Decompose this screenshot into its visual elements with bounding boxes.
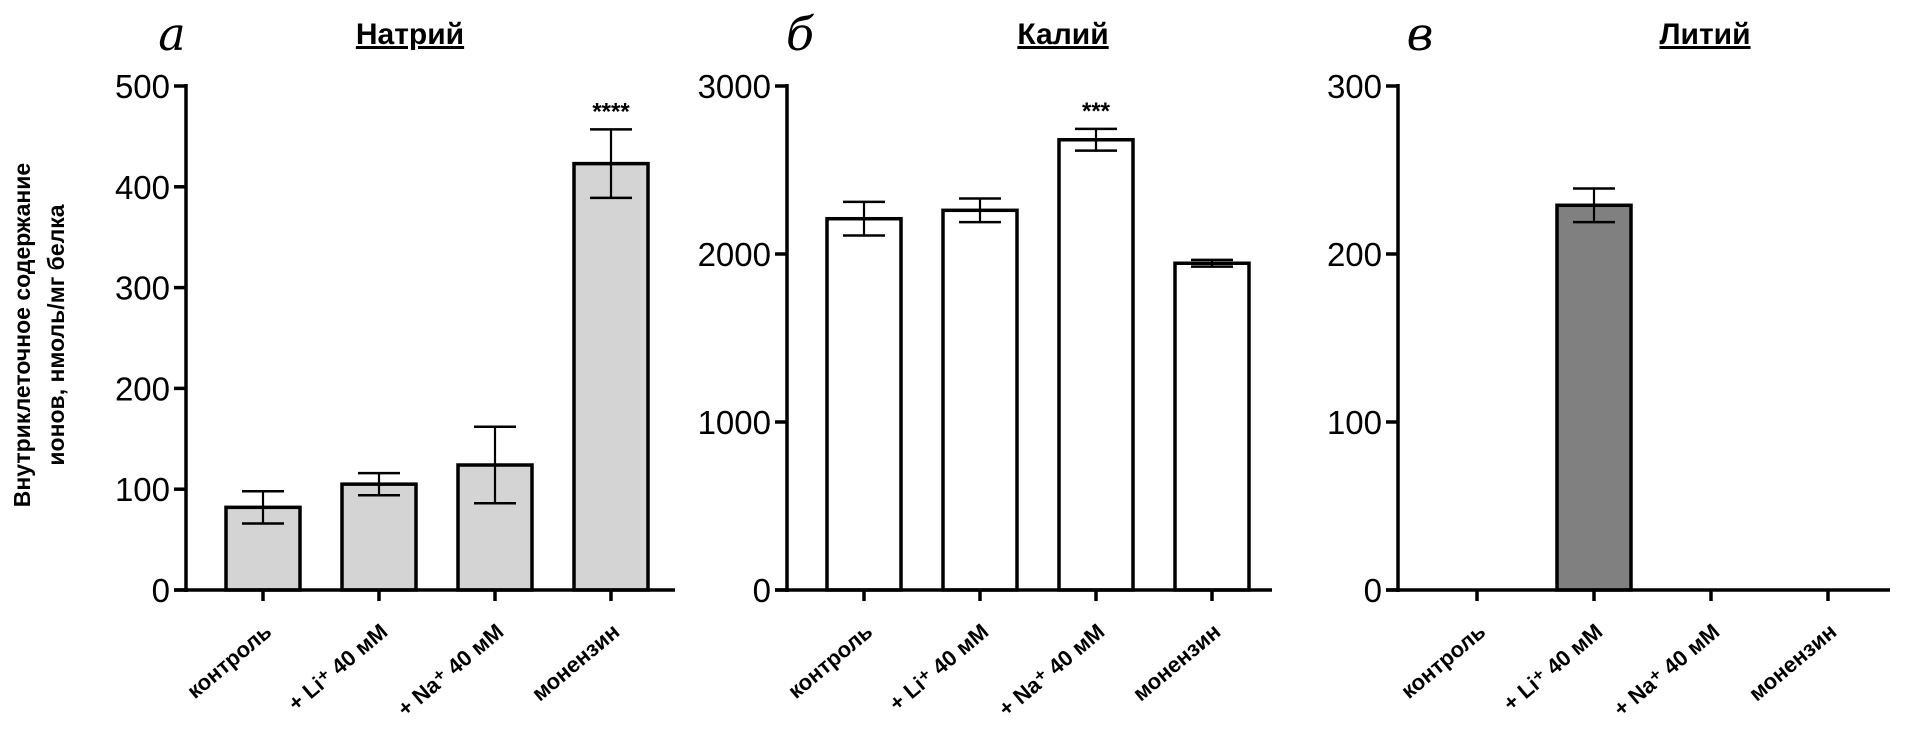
panel-title: Литий — [1659, 18, 1750, 51]
bar — [1555, 203, 1633, 592]
panel-title: Калий — [1017, 18, 1108, 51]
significance-label: **** — [592, 98, 630, 125]
y-tick-label: 0 — [152, 572, 170, 609]
panel-1: а Натрий контроль + Li⁺ 40 мМ + Na⁺ 40 мМ ***… — [115, 7, 675, 721]
y-tick-label: 1000 — [698, 404, 771, 441]
panel-title: Натрий — [356, 18, 464, 51]
y-tick-label: 300 — [1327, 68, 1382, 105]
y-tick-label: 200 — [115, 370, 170, 407]
x-tick-label: + Li⁺ 40 мМ — [283, 619, 392, 716]
bar — [1057, 138, 1135, 592]
bar — [340, 482, 418, 592]
x-tick-label: + Li⁺ 40 мМ — [1498, 619, 1607, 716]
x-tick-label: + Na⁺ 40 мМ — [994, 619, 1110, 722]
y-axis-label-line2: ионов, нмоль/мг белка — [43, 204, 69, 465]
y-tick-label: 100 — [115, 471, 170, 508]
y-axis-label-line1: Внутриклеточное содержание — [9, 163, 35, 507]
bar — [941, 208, 1019, 592]
y-tick-label: 0 — [753, 572, 771, 609]
y-tick-label: 0 — [1364, 572, 1382, 609]
bar — [825, 216, 903, 592]
bar — [572, 161, 650, 592]
x-tick-label: контроль — [1396, 619, 1490, 704]
x-tick-label: + Li⁺ 40 мМ — [884, 619, 993, 716]
panel-3: в Литий контроль + Li⁺ 40 мМ + Na⁺ 40 мМ моне… — [1327, 7, 1890, 721]
y-tick-label: 200 — [1327, 236, 1382, 273]
y-tick-label: 100 — [1327, 404, 1382, 441]
y-tick-label: 2000 — [698, 236, 771, 273]
x-tick-label: контроль — [182, 619, 276, 704]
panel-letter: б — [786, 7, 815, 61]
y-tick-label: 400 — [115, 169, 170, 206]
x-tick-label: монензин — [1128, 619, 1225, 706]
x-tick-label: + Na⁺ 40 мМ — [1609, 619, 1725, 722]
x-tick-label: + Na⁺ 40 мМ — [393, 619, 509, 722]
panel-2: б Калий контроль + Li⁺ 40 мМ *** + Na⁺ 40 мМ м… — [698, 7, 1272, 721]
panel-letter: а — [158, 7, 185, 61]
significance-label: *** — [1082, 98, 1111, 125]
y-tick-label: 300 — [115, 270, 170, 307]
panel-letter: в — [1407, 7, 1434, 61]
x-tick-label: монензин — [1744, 619, 1841, 706]
bar — [1173, 261, 1251, 592]
x-tick-label: монензин — [527, 619, 624, 706]
y-tick-label: 500 — [115, 68, 170, 105]
x-tick-label: контроль — [783, 619, 877, 704]
y-tick-label: 3000 — [698, 68, 771, 105]
